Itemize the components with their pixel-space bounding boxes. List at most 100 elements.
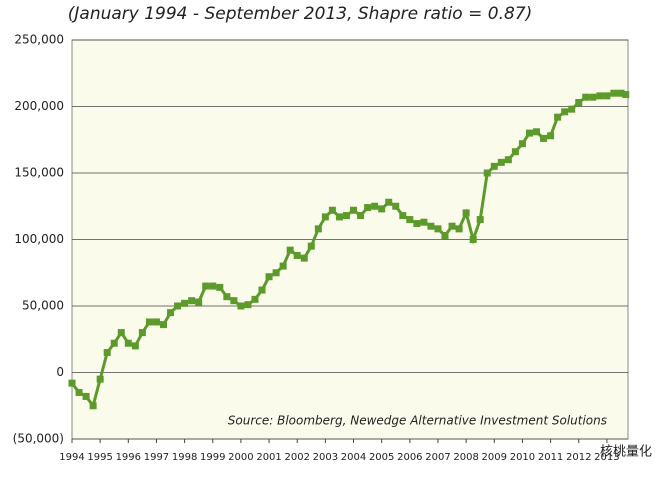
y-tick-label: 250,000 [14, 33, 64, 47]
marker [533, 128, 541, 136]
marker [497, 158, 505, 166]
marker [124, 339, 132, 347]
marker [622, 91, 630, 99]
marker [399, 212, 407, 220]
x-tick-label: 2002 [284, 452, 309, 463]
marker [392, 202, 400, 210]
chart-title: (January 1994 - September 2013, Shapre r… [68, 4, 533, 24]
x-tick-label: 2011 [538, 452, 563, 463]
marker [378, 205, 386, 213]
marker [434, 225, 442, 233]
marker [441, 232, 449, 240]
marker [504, 156, 512, 164]
x-tick-label: 1994 [59, 452, 84, 463]
marker [195, 298, 203, 306]
marker [167, 309, 175, 317]
marker [575, 99, 583, 107]
x-tick-label: 2013 [594, 452, 619, 463]
marker [413, 220, 421, 228]
marker [511, 148, 519, 156]
marker [335, 213, 343, 221]
x-tick-label: 2005 [369, 452, 394, 463]
marker [554, 113, 562, 121]
marker [300, 254, 308, 262]
marker [617, 89, 625, 97]
marker [159, 321, 167, 329]
marker [455, 225, 463, 233]
marker [293, 251, 301, 259]
marker [596, 92, 604, 100]
x-tick-label: 1997 [144, 452, 169, 463]
marker [174, 302, 182, 310]
marker [406, 216, 414, 224]
marker [350, 206, 358, 214]
marker [371, 202, 379, 210]
marker [314, 225, 322, 233]
marker [357, 212, 365, 220]
marker [589, 93, 597, 101]
y-tick-label: 200,000 [14, 99, 64, 113]
marker [251, 295, 259, 303]
marker [364, 204, 372, 212]
x-tick-label: 2007 [425, 452, 450, 463]
marker [117, 329, 125, 337]
marker [265, 273, 273, 281]
marker [68, 379, 76, 387]
marker [272, 269, 280, 277]
marker [145, 318, 153, 326]
marker [518, 140, 526, 148]
marker [223, 293, 231, 301]
marker [342, 212, 350, 220]
marker [103, 349, 111, 357]
x-tick-label: 2003 [313, 452, 338, 463]
x-tick-label: 2009 [482, 452, 507, 463]
marker [89, 402, 97, 410]
x-tick-label: 2001 [256, 452, 281, 463]
watermark: 核桃量化 [600, 445, 652, 460]
marker [279, 262, 287, 270]
x-tick-label: 1995 [87, 452, 112, 463]
marker [216, 283, 224, 291]
marker [610, 89, 618, 97]
y-tick-label: (50,000) [13, 432, 64, 446]
marker [476, 216, 484, 224]
marker [448, 222, 456, 230]
marker [230, 297, 238, 305]
x-tick-label: 1996 [116, 452, 141, 463]
y-tick-label: 0 [56, 365, 64, 379]
y-tick-label: 150,000 [14, 166, 64, 180]
marker [307, 242, 315, 250]
marker [244, 301, 252, 309]
marker [188, 297, 196, 305]
marker [420, 218, 428, 226]
marker [138, 329, 146, 337]
marker [75, 388, 83, 396]
x-tick-label: 1999 [200, 452, 225, 463]
x-tick-label: 2000 [228, 452, 253, 463]
marker [540, 134, 548, 142]
x-tick-label: 2006 [397, 452, 422, 463]
x-tick-label: 1998 [172, 452, 197, 463]
marker [385, 198, 393, 206]
marker [110, 339, 118, 347]
x-tick-label: 2004 [341, 452, 366, 463]
marker [152, 318, 160, 326]
marker [582, 93, 590, 101]
marker [603, 92, 611, 100]
marker [547, 132, 555, 140]
marker [483, 169, 491, 177]
marker [286, 246, 294, 254]
annotation: Source: Bloomberg, Newedge Alternative I… [228, 414, 607, 428]
marker [202, 282, 210, 290]
marker [82, 392, 90, 400]
marker [131, 342, 139, 350]
marker [209, 282, 217, 290]
marker [181, 299, 189, 307]
marker [96, 375, 104, 383]
x-tick-label: 2010 [510, 452, 535, 463]
marker [328, 206, 336, 214]
x-tick-label: 2012 [566, 452, 591, 463]
marker [568, 105, 576, 113]
y-tick-label: 50,000 [22, 299, 64, 313]
